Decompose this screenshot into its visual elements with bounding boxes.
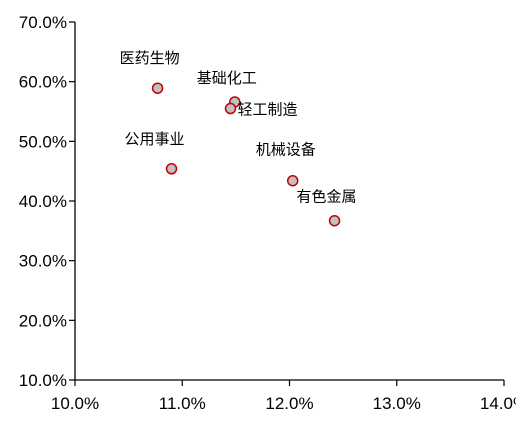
- data-points: [151, 82, 341, 227]
- y-tick-label: 50.0%: [19, 132, 67, 151]
- y-tick-label: 60.0%: [19, 73, 67, 92]
- x-axis-ticks: 10.0% 11.0% 12.0% 13.0% 14.0%: [51, 380, 516, 413]
- x-tick-label: 11.0%: [159, 394, 206, 413]
- x-tick-label: 10.0%: [51, 394, 99, 413]
- y-tick-label: 10.0%: [19, 371, 67, 390]
- data-point: [286, 174, 299, 187]
- x-tick-label: 13.0%: [373, 394, 421, 413]
- y-tick-label: 40.0%: [19, 192, 67, 211]
- y-axis-ticks: 10.0% 20.0% 30.0% 40.0% 50.0% 60.0% 70.0%: [19, 13, 75, 390]
- x-tick-label: 12.0%: [265, 394, 313, 413]
- x-tick-label: 14.0%: [480, 394, 516, 413]
- data-point-label: 机械设备: [256, 141, 316, 159]
- data-point-label: 公用事业: [125, 130, 185, 148]
- data-point-label: 医药生物: [120, 49, 180, 67]
- data-point: [151, 82, 164, 94]
- data-point: [328, 214, 341, 227]
- data-point: [224, 102, 237, 115]
- y-tick-label: 70.0%: [19, 13, 67, 32]
- data-point-label: 轻工制造: [238, 101, 298, 119]
- data-point-label: 基础化工: [197, 69, 257, 87]
- axes: [74, 22, 504, 381]
- y-tick-label: 30.0%: [19, 252, 67, 271]
- y-tick-label: 20.0%: [19, 311, 67, 330]
- data-point: [165, 163, 178, 175]
- data-point-label: 有色金属: [297, 188, 357, 206]
